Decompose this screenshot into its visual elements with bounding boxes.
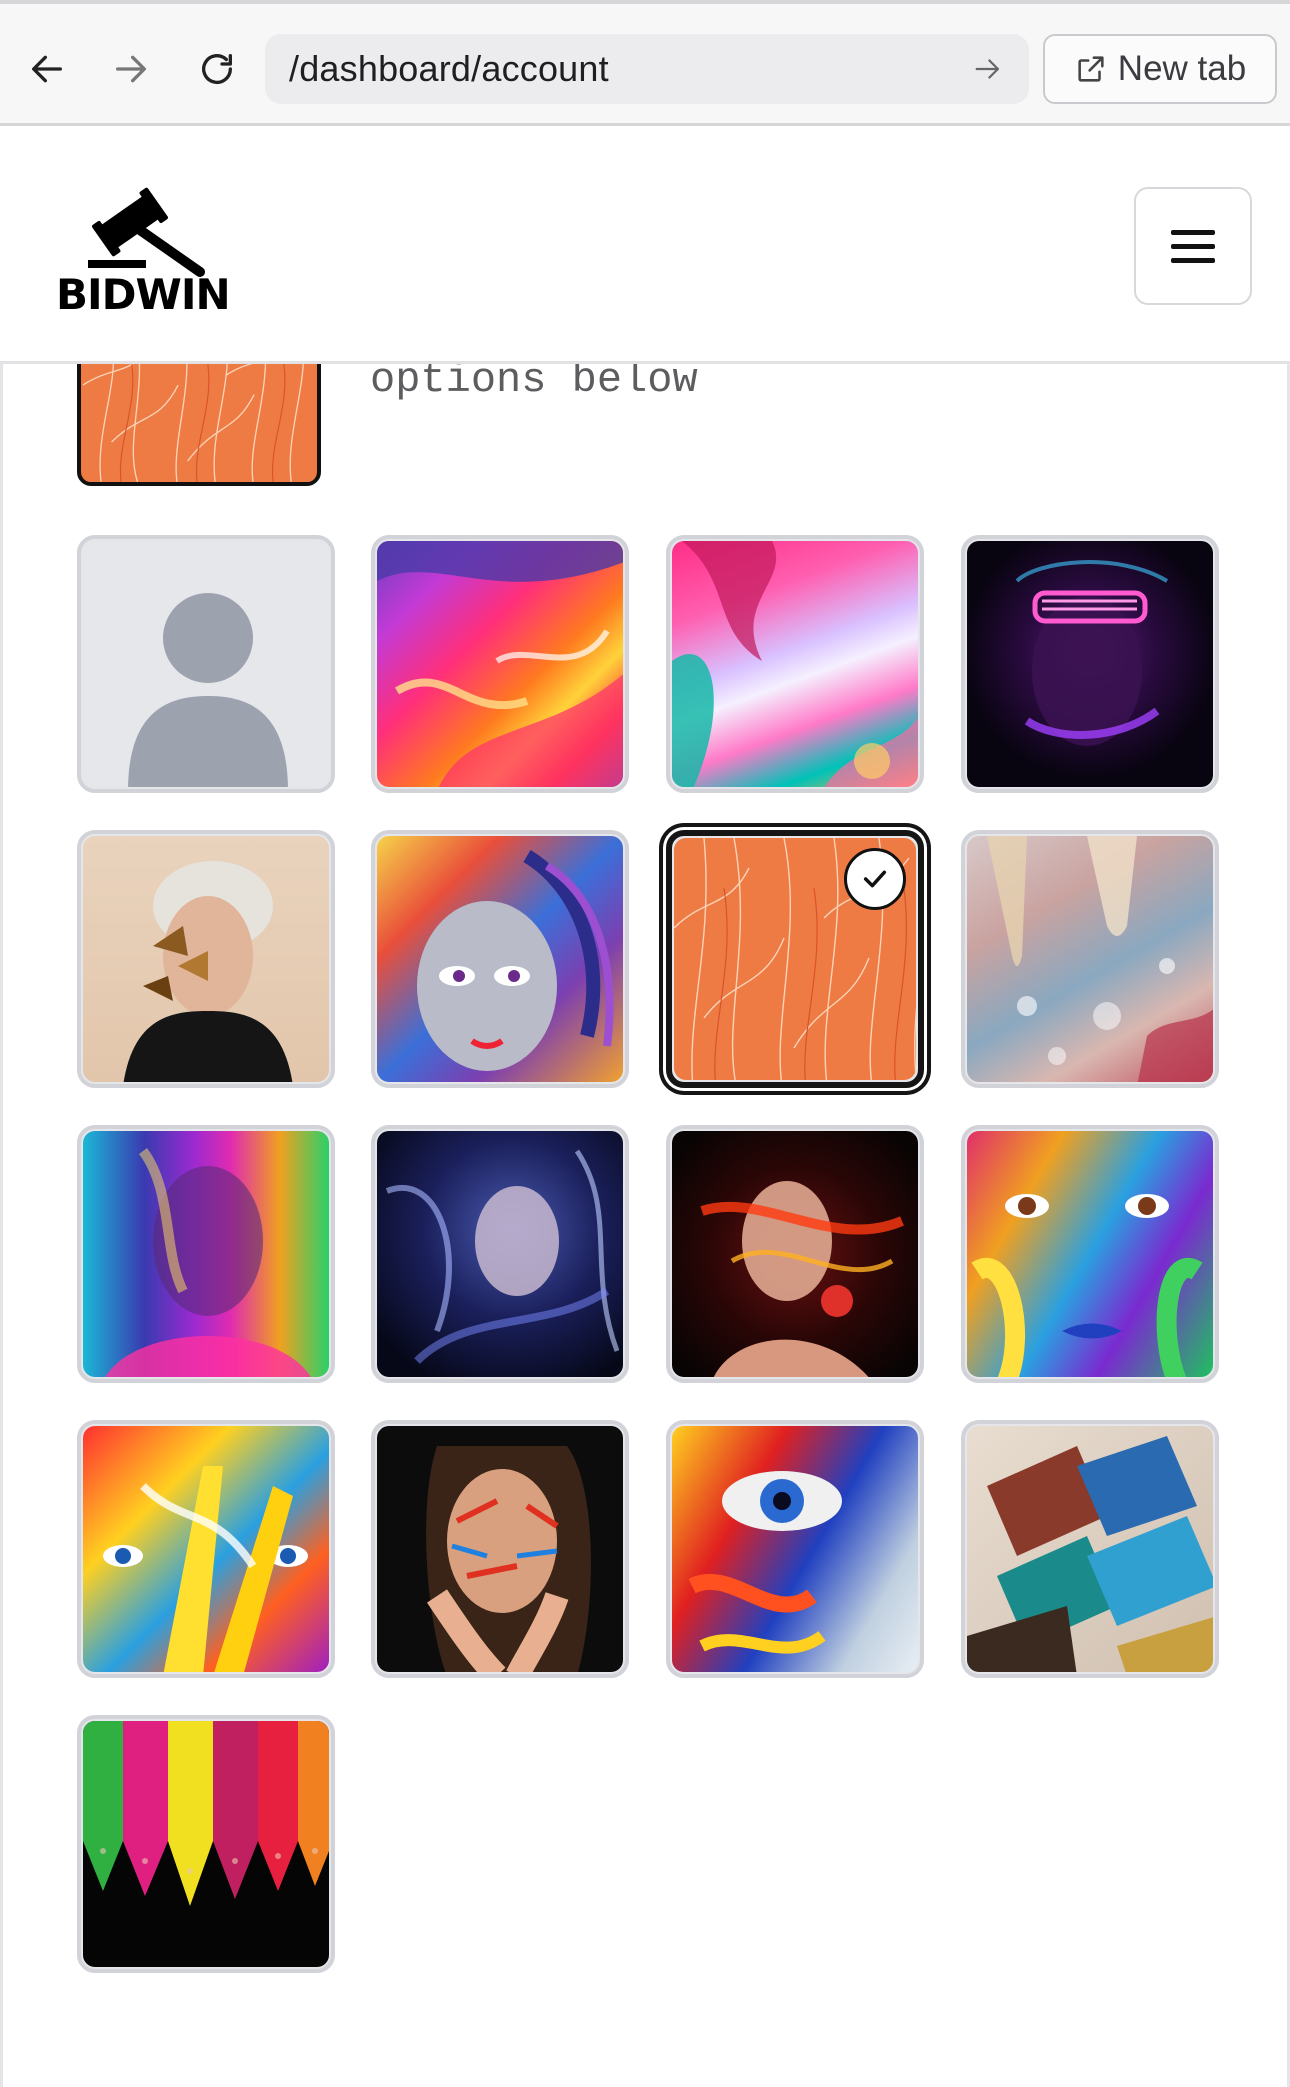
red-light-portrait-image: [700, 1181, 904, 1377]
avatar-option-paint-brushes[interactable]: [961, 1420, 1219, 1678]
face-paint-woman-image: [426, 1446, 591, 1672]
avatar-hint-text: options below: [370, 364, 698, 404]
browser-toolbar: /dashboard/account New tab: [0, 0, 1290, 126]
painted-hand-image: [103, 1466, 308, 1672]
logo-text: BIDWIN: [56, 270, 231, 319]
orange-leaf-pattern-image: [82, 364, 315, 482]
avatar-option-rainbow-blur-portrait[interactable]: [77, 1125, 335, 1383]
forward-button[interactable]: [96, 34, 166, 104]
current-avatar-preview: [77, 364, 321, 486]
blue-smoke-image: [385, 1149, 620, 1364]
gavel-icon: [88, 187, 205, 277]
avatar-option-graffiti-face[interactable]: [371, 830, 629, 1088]
avatar-option-neon-glasses-portrait[interactable]: [961, 535, 1219, 793]
paint-splash-image: [377, 541, 623, 787]
paint-drips-image: [987, 836, 1213, 1082]
reload-button[interactable]: [182, 34, 252, 104]
paint-brushes-image: [967, 1436, 1213, 1672]
ink-swirl-image: [672, 541, 918, 787]
avatar-settings-panel: options below: [0, 364, 1290, 2087]
orange-leaf-pattern-image: [674, 838, 916, 1080]
painted-eye-image: [688, 1471, 842, 1654]
url-text[interactable]: /dashboard/account: [289, 48, 609, 89]
avatar-option-melting-paint-drips[interactable]: [961, 830, 1219, 1088]
back-button[interactable]: [12, 34, 82, 104]
new-tab-button[interactable]: New tab: [1043, 34, 1277, 104]
avatar-option-butterfly-face-portrait[interactable]: [77, 830, 335, 1088]
arrow-left-icon: [31, 55, 62, 83]
rainbow-blur-image: [105, 1148, 311, 1377]
hamburger-menu-button[interactable]: [1134, 187, 1252, 305]
avatar-option-colored-pencils[interactable]: [77, 1715, 335, 1973]
avatar-option-orange-leaf-pattern[interactable]: [666, 830, 924, 1088]
avatar-option-face-paint-woman[interactable]: [371, 1420, 629, 1678]
graffiti-image: [417, 850, 614, 1071]
avatar-option-alcohol-ink-swirl[interactable]: [666, 535, 924, 793]
avatar-option-abstract-paint-splash[interactable]: [371, 535, 629, 793]
new-tab-label: New tab: [1117, 49, 1247, 88]
selected-check-icon: [844, 848, 906, 910]
go-arrow-icon[interactable]: [971, 52, 1005, 86]
address-bar[interactable]: /dashboard/account: [265, 34, 1029, 104]
avatar-option-painted-eye-closeup[interactable]: [666, 1420, 924, 1678]
neon-glasses-image: [1015, 560, 1169, 746]
avatar-option-red-light-portrait[interactable]: [666, 1125, 924, 1383]
avatar-option-paint-covered-hand[interactable]: [77, 1420, 335, 1678]
colored-pencils-image: [83, 1721, 329, 1906]
external-link-icon: [1078, 56, 1104, 82]
arrow-right-icon: [116, 55, 146, 83]
avatar-option-painted-face-closeup[interactable]: [961, 1125, 1219, 1383]
site-header: BIDWIN: [0, 126, 1290, 364]
reload-icon: [202, 54, 232, 85]
avatar-option-default[interactable]: [77, 535, 335, 793]
bidwin-logo[interactable]: BIDWIN: [56, 180, 231, 320]
menu-icon: [1171, 230, 1215, 263]
butterfly-portrait-image: [123, 861, 293, 1082]
painted-face-image: [971, 1194, 1203, 1377]
avatar-option-blue-smoke-portrait[interactable]: [371, 1125, 629, 1383]
person-silhouette-icon: [128, 593, 288, 787]
